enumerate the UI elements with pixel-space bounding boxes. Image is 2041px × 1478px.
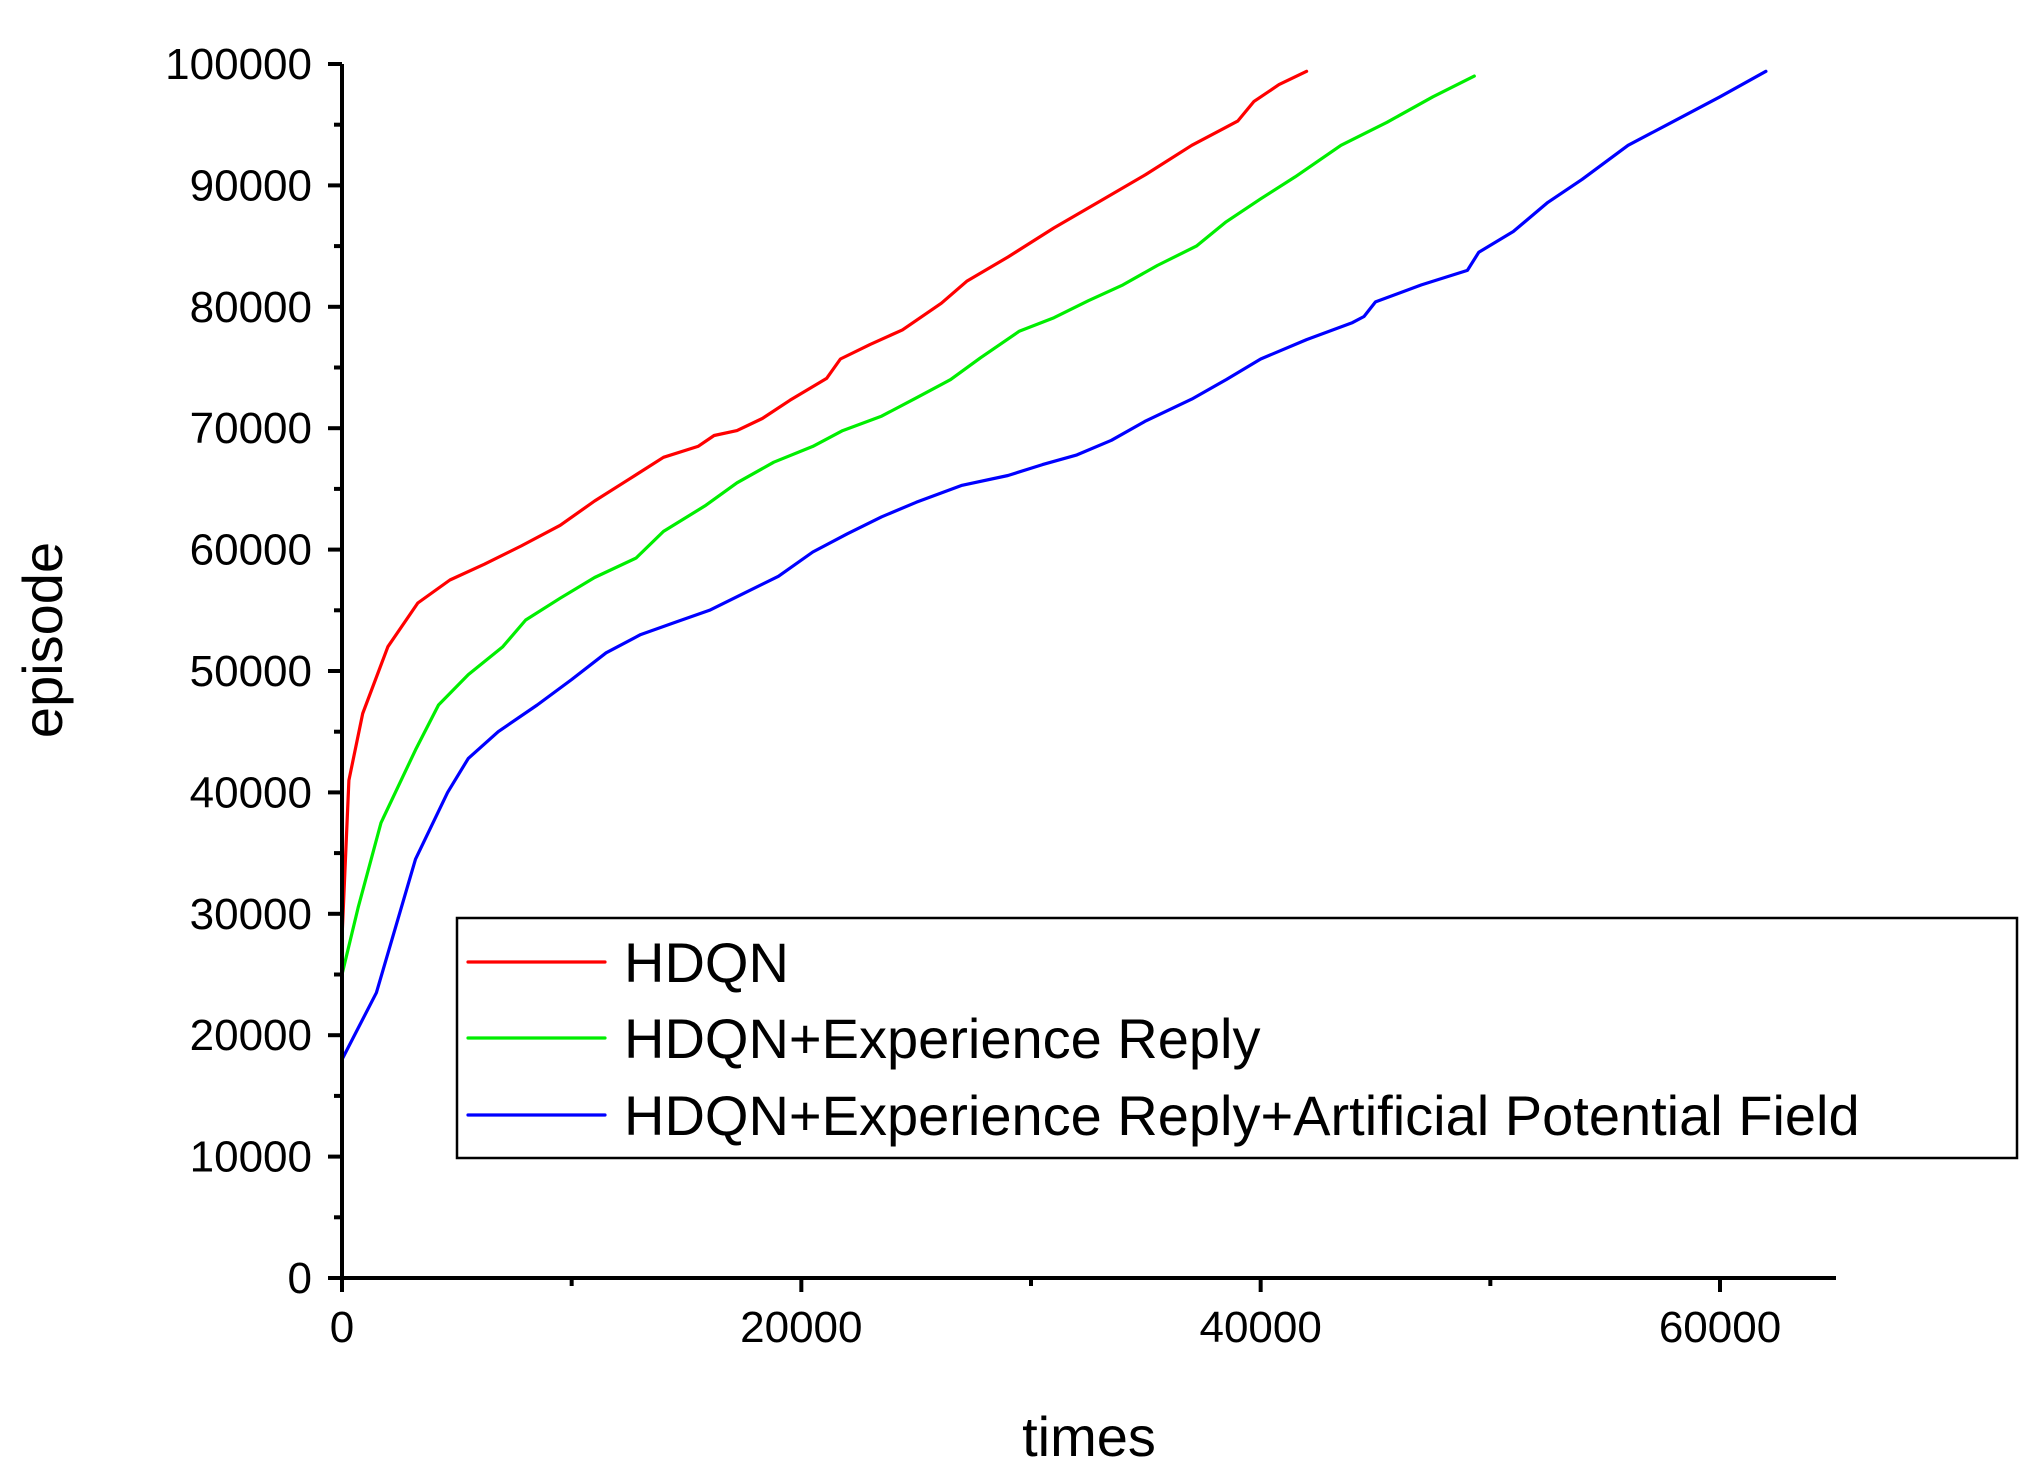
series-line-1 <box>340 74 1476 977</box>
y-tick-label: 80000 <box>190 283 312 332</box>
y-axis-title: episode <box>11 542 74 738</box>
legend-box <box>455 916 2019 1160</box>
y-tick-label: 100000 <box>165 40 312 89</box>
legend: HDQN HDQN+Experience Reply HDQN+Experien… <box>455 916 2019 1160</box>
series-layer <box>340 69 1768 1062</box>
ticks-layer: 0 10000 20000 30000 40000 50000 60000 70000 8000… <box>165 40 1781 1352</box>
y-tick-label: 40000 <box>190 768 312 817</box>
y-tick-label: 30000 <box>190 890 312 939</box>
x-tick-label: 0 <box>330 1303 354 1352</box>
legend-label-experience-reply: HDQN+Experience Reply <box>624 1007 1260 1070</box>
x-tick-label: 40000 <box>1199 1303 1321 1352</box>
series-line-2 <box>340 69 1768 1062</box>
y-tick-label: 10000 <box>190 1133 312 1182</box>
series-line-0 <box>340 69 1309 940</box>
x-tick-label: 60000 <box>1659 1303 1781 1352</box>
y-tick-label: 70000 <box>190 404 312 453</box>
y-tick-label: 0 <box>288 1254 312 1303</box>
x-axis-title: times <box>1022 1405 1156 1468</box>
y-tick-label: 20000 <box>190 1011 312 1060</box>
x-tick-label: 20000 <box>740 1303 862 1352</box>
y-tick-label: 60000 <box>190 526 312 575</box>
legend-label-artificial-potential-field: HDQN+Experience Reply+Artificial Potenti… <box>624 1084 1860 1147</box>
legend-label-hdqn: HDQN <box>624 931 789 994</box>
y-tick-label: 50000 <box>190 647 312 696</box>
y-tick-label: 90000 <box>190 161 312 210</box>
